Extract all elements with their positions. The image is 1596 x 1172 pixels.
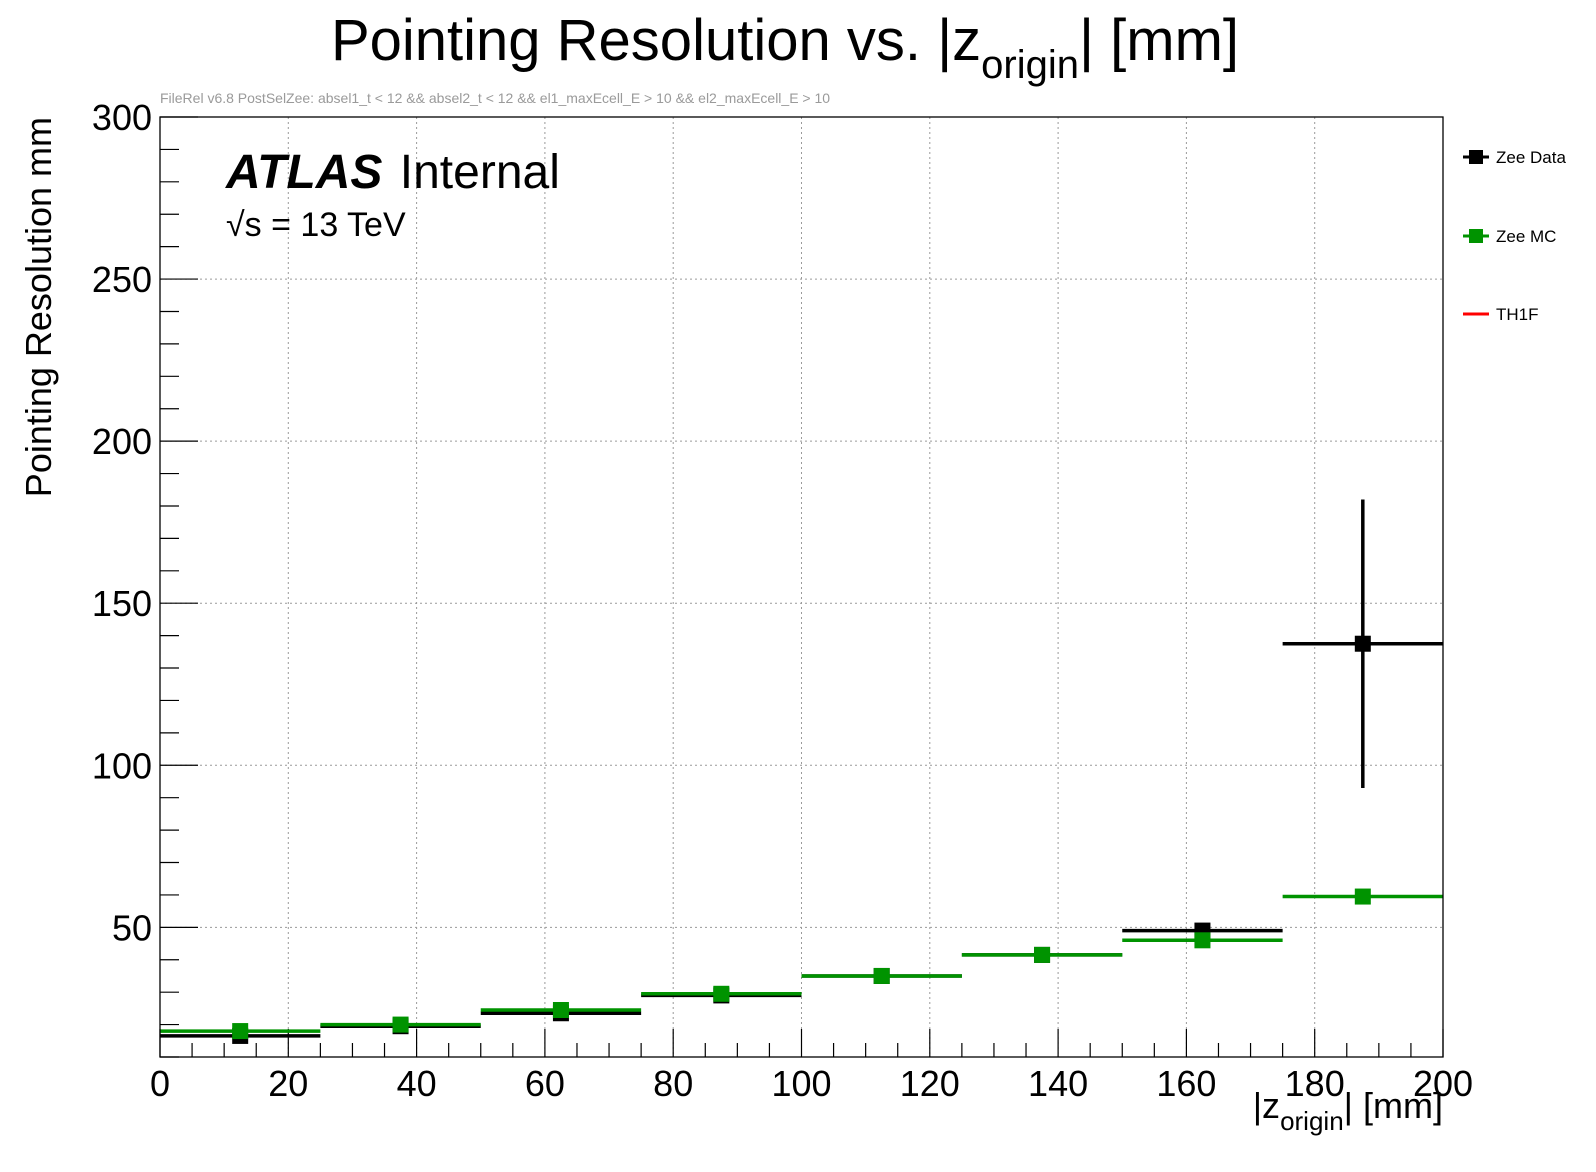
x-axis-title-sub: origin [1280, 1106, 1344, 1136]
legend: Zee Data Zee MC TH1F [1463, 148, 1566, 324]
data-point [232, 1023, 249, 1040]
x-tick-label: 180 [1285, 1063, 1345, 1104]
plot-frame [159, 116, 1444, 1058]
x-tick-label: 60 [525, 1063, 565, 1104]
data-series [160, 499, 1443, 1044]
x-tick-label: 100 [771, 1063, 831, 1104]
atlas-label: ATLAS Internal [225, 146, 560, 199]
y-tick-label: 250 [92, 259, 152, 300]
grid [160, 117, 1443, 1057]
legend-item-th1f: TH1F [1463, 305, 1539, 324]
legend-mc-marker [1469, 229, 1483, 243]
legend-item-data: Zee Data [1463, 148, 1566, 167]
legend-label-th1f: TH1F [1496, 305, 1539, 324]
internal-text: Internal [400, 146, 560, 199]
energy-label: √s = 13 TeV [226, 206, 406, 244]
data-point [392, 1016, 409, 1033]
x-tick-labels: 0 20 40 60 80 100 120 140 160 180 200 [150, 1063, 1473, 1104]
chart-title-sub: origin [981, 43, 1079, 87]
x-tick-label: 40 [397, 1063, 437, 1104]
data-point [552, 1002, 569, 1018]
chart-subtitle: FileRel v6.8 PostSelZee: absel1_t < 12 &… [160, 90, 830, 106]
data-point [873, 967, 890, 984]
y-tick-label: 150 [92, 583, 152, 624]
x-tick-label: 20 [268, 1063, 308, 1104]
data-point [1354, 888, 1371, 905]
y-tick-label: 300 [92, 97, 152, 138]
series-zee-mc [160, 888, 1443, 1040]
y-axis-title: Pointing Resolution mm [18, 117, 59, 497]
x-tick-label: 160 [1156, 1063, 1216, 1104]
chart-title-suffix: | [mm] [1079, 8, 1239, 73]
chart-title: Pointing Resolution vs. |zorigin| [mm] [331, 8, 1239, 87]
y-tick-label: 100 [92, 745, 152, 786]
data-point [1354, 635, 1371, 652]
y-tick-label: 50 [112, 907, 152, 948]
x-tick-label: 0 [150, 1063, 170, 1104]
y-tick-labels: 50 100 150 200 250 300 [92, 97, 152, 948]
legend-data-marker [1469, 150, 1483, 164]
x-tick-label: 80 [653, 1063, 693, 1104]
legend-label-data: Zee Data [1496, 148, 1566, 167]
data-point [1034, 946, 1051, 963]
x-axis-title: |zorigin| [mm] [1253, 1085, 1443, 1136]
data-point [1194, 932, 1211, 949]
y-tick-label: 200 [92, 421, 152, 462]
atlas-text: ATLAS [225, 146, 382, 199]
x-tick-label: 120 [900, 1063, 960, 1104]
x-tick-label: 140 [1028, 1063, 1088, 1104]
x-axis-title-main: |z [1253, 1085, 1280, 1126]
chart-title-main: Pointing Resolution vs. |z [331, 8, 981, 73]
x-tick-label: 200 [1413, 1063, 1473, 1104]
legend-label-mc: Zee MC [1496, 227, 1556, 246]
legend-item-mc: Zee MC [1463, 227, 1556, 246]
x-axis-title-suffix: | [mm] [1344, 1085, 1443, 1126]
data-point [713, 985, 730, 1002]
